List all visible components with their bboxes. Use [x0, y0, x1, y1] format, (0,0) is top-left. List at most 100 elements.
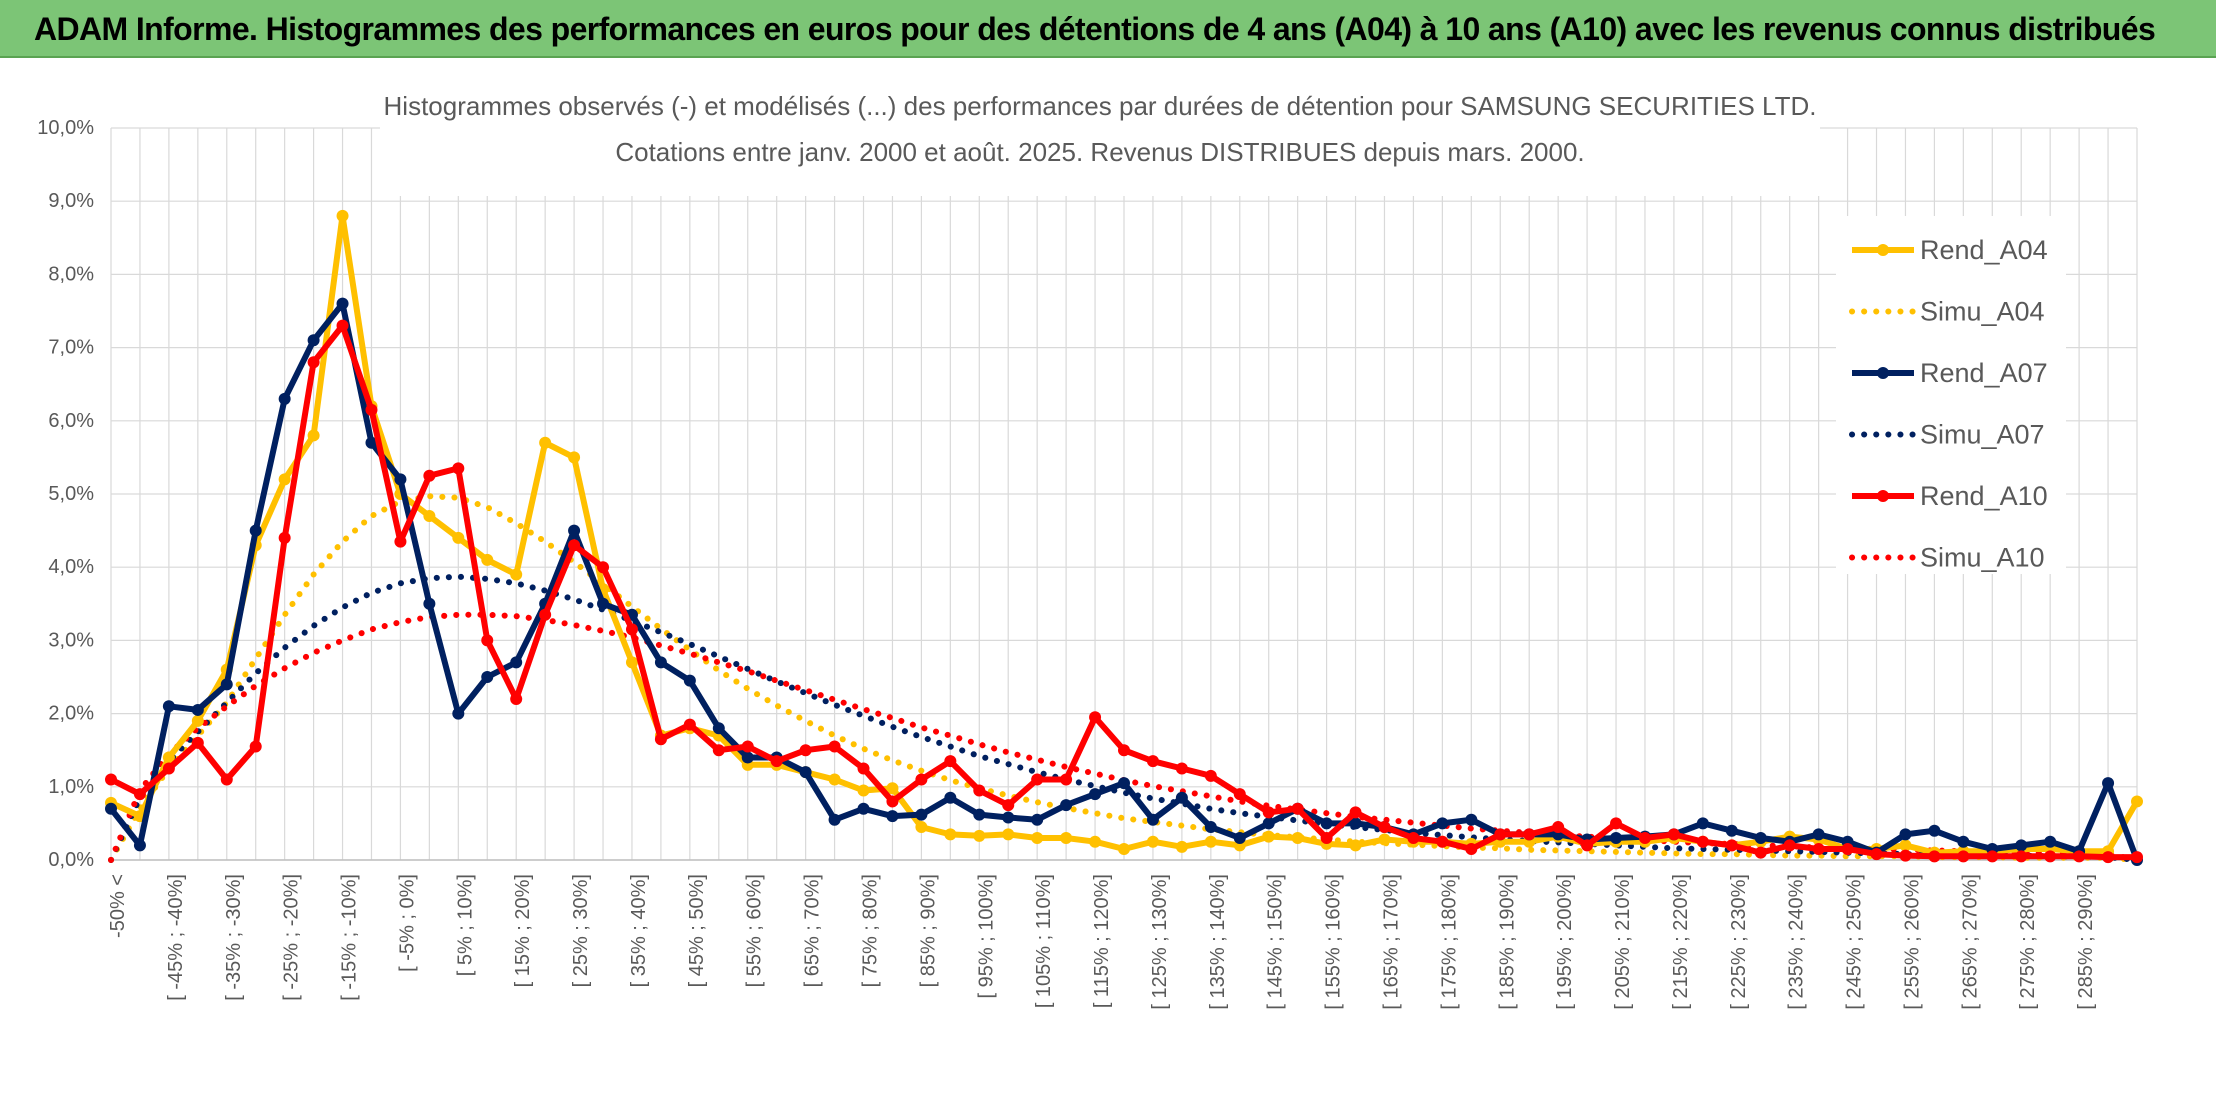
data-point-rend-a07	[1089, 788, 1102, 801]
x-tick-label: [ 165% ; 170%]	[1380, 874, 1402, 1010]
data-point-rend-a07	[1146, 813, 1159, 826]
data-point-rend-a07	[597, 597, 610, 610]
data-point-rend-a10	[1610, 817, 1623, 830]
data-point-rend-a10	[307, 356, 320, 369]
y-axis-ticks: 0,0% 1,0% 2,0% 3,0% 4,0% 5,0% 6,0% 7,0% 8,0% 9,0%…	[37, 117, 94, 871]
data-point-rend-a10	[1754, 846, 1767, 859]
data-point-rend-a07	[1262, 817, 1275, 830]
data-point-rend-a10	[2073, 850, 2086, 863]
legend-label: Rend_A10	[1920, 481, 2048, 511]
data-point-rend-a10	[712, 744, 725, 757]
data-point-rend-a10	[886, 795, 899, 808]
legend-label: Simu_A07	[1920, 420, 2045, 450]
data-point-rend-a10	[394, 535, 407, 548]
data-point-rend-a10	[1349, 806, 1362, 819]
data-point-rend-a07	[423, 597, 436, 610]
data-point-rend-a07	[394, 473, 407, 486]
legend-item-simu-a10: Simu_A10	[1849, 543, 2045, 573]
data-point-rend-a10	[1465, 843, 1478, 856]
x-tick-label: [ 135% ; 140%]	[1207, 874, 1229, 1010]
data-point-rend-a07	[105, 802, 117, 815]
data-point-rend-a10	[452, 462, 465, 475]
data-point-rend-a07	[365, 436, 378, 449]
data-point-rend-a04	[452, 531, 465, 544]
y-tick-label: 10,0%	[37, 117, 94, 139]
x-tick-label: [ 265% ; 270%]	[1959, 874, 1981, 1010]
data-point-rend-a07	[1436, 817, 1449, 830]
data-point-rend-a10	[1233, 788, 1246, 801]
x-tick-label: [ 65% ; 70%]	[802, 874, 824, 987]
legend-item-rend-a07: Rend_A07	[1852, 358, 2048, 388]
data-point-rend-a07	[1696, 817, 1709, 830]
x-tick-label: [ 205% ; 210%]	[1612, 874, 1634, 1010]
data-point-rend-a10	[625, 623, 638, 636]
data-point-rend-a10	[133, 788, 146, 801]
x-tick-label: [ -15% ; -10%]	[339, 874, 361, 1001]
legend-item-simu-a04: Simu_A04	[1849, 297, 2045, 327]
data-point-rend-a07	[568, 524, 581, 537]
data-point-rend-a07	[1928, 824, 1941, 837]
data-point-rend-a07	[278, 392, 291, 405]
data-point-rend-a10	[799, 744, 812, 757]
data-point-rend-a04	[625, 656, 638, 669]
legend-marker-rend-a10	[1877, 490, 1889, 502]
data-point-rend-a10	[1957, 850, 1970, 863]
x-tick-label: [ 35% ; 40%]	[628, 874, 650, 987]
data-point-rend-a10	[249, 740, 262, 753]
y-tick-label: 9,0%	[48, 190, 94, 212]
data-point-rend-a10	[1696, 835, 1709, 848]
data-point-rend-a10	[1783, 839, 1796, 852]
data-point-rend-a07	[1899, 828, 1912, 841]
data-point-rend-a10	[1523, 828, 1536, 841]
chart-title-group: Histogrammes observés (-) et modélisés (…	[380, 88, 1820, 196]
data-point-rend-a10	[1378, 821, 1391, 834]
data-point-rend-a10	[1118, 744, 1130, 757]
data-point-rend-a07	[712, 722, 725, 735]
data-point-rend-a07	[452, 707, 465, 720]
data-point-rend-a10	[828, 740, 841, 753]
data-point-rend-a10	[1204, 769, 1217, 782]
data-point-rend-a10	[1089, 711, 1102, 724]
legend-item-rend-a04: Rend_A04	[1852, 235, 2048, 265]
data-point-rend-a10	[944, 755, 957, 768]
x-tick-label: [ 75% ; 80%]	[860, 874, 882, 987]
x-tick-label: [ 85% ; 90%]	[917, 874, 939, 987]
x-tick-label: [ 5% ; 10%]	[454, 874, 476, 976]
x-tick-label: [ 225% ; 230%]	[1728, 874, 1750, 1010]
data-point-rend-a07	[1118, 777, 1130, 790]
data-point-rend-a10	[423, 469, 436, 482]
data-point-rend-a04	[1031, 832, 1044, 845]
x-tick-label: [ 255% ; 260%]	[1901, 874, 1923, 1010]
data-point-rend-a07	[1812, 828, 1825, 841]
x-tick-label: [ 95% ; 100%]	[975, 874, 997, 999]
data-point-rend-a07	[828, 813, 841, 826]
data-point-rend-a10	[857, 762, 870, 775]
data-point-rend-a07	[481, 671, 494, 683]
data-point-rend-a07	[2044, 835, 2057, 848]
data-point-rend-a07	[336, 297, 349, 310]
data-point-rend-a07	[1175, 791, 1188, 804]
data-point-rend-a10	[1986, 850, 1999, 863]
data-point-rend-a10	[1031, 773, 1044, 786]
data-point-rend-a04	[944, 828, 957, 841]
y-tick-label: 5,0%	[48, 483, 94, 505]
data-point-rend-a10	[191, 736, 204, 749]
data-point-rend-a10	[741, 740, 754, 753]
x-tick-label: [ 175% ; 180%]	[1438, 874, 1460, 1010]
data-point-rend-a07	[1002, 811, 1015, 824]
x-axis-ticks: -50% < [ -45% ; -40%] [ -35% ; -30%] [ -25%…	[107, 874, 2097, 1010]
data-point-rend-a04	[915, 821, 928, 834]
data-point-rend-a04	[1378, 833, 1391, 846]
x-tick-label: [ -45% ; -40%]	[165, 874, 187, 1001]
data-point-rend-a04	[1002, 828, 1015, 841]
data-point-rend-a07	[1031, 813, 1044, 826]
data-point-rend-a10	[2015, 850, 2028, 863]
data-point-rend-a04	[568, 451, 581, 464]
data-point-rend-a10	[1667, 828, 1680, 841]
data-point-rend-a10	[2102, 851, 2115, 864]
data-point-rend-a07	[2102, 777, 2115, 790]
legend-label: Simu_A04	[1920, 297, 2045, 327]
x-tick-label: [ 105% ; 110%]	[1033, 874, 1055, 1008]
data-point-rend-a07	[741, 751, 754, 764]
